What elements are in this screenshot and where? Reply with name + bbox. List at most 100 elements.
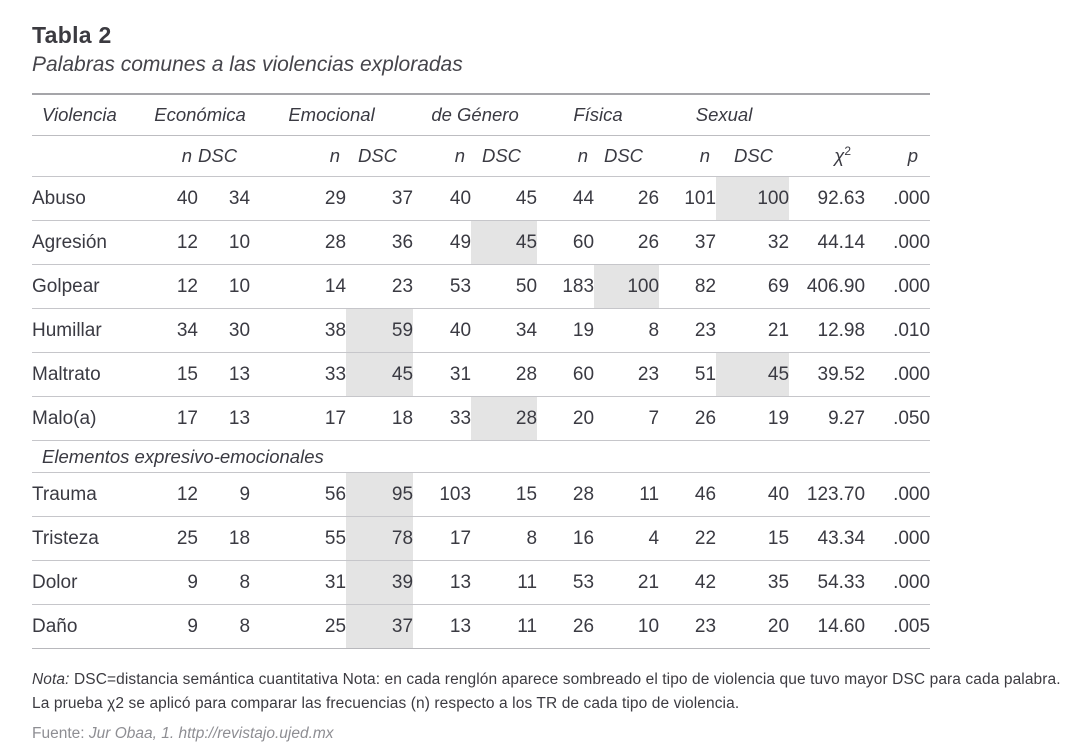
dsc-value: 32: [716, 220, 790, 265]
dsc-value: 36: [346, 220, 414, 265]
n-value: 9: [150, 604, 198, 649]
chi-squared-value: 92.63: [789, 176, 866, 221]
dsc-value: 26: [594, 220, 660, 265]
subheader-dsc-de-genero: DSC: [471, 135, 538, 177]
subheader-n-economica: n: [150, 135, 198, 177]
n-value: 12: [150, 264, 198, 309]
table-row: Malo(a) 17 13 17 18 33 28 20 7 26 19 9.27.050: [32, 396, 931, 441]
n-value: 103: [413, 472, 472, 517]
dsc-value: 50: [471, 264, 538, 309]
word-label: Maltrato: [32, 352, 150, 397]
n-value: 22: [659, 516, 717, 561]
column-header-violencia: Violencia: [42, 104, 117, 125]
chi-squared-value: 123.70: [789, 472, 866, 517]
subheader-n-emocional: n: [250, 135, 347, 177]
n-value: 40: [413, 308, 472, 353]
n-value: 15: [150, 352, 198, 397]
dsc-value-shaded: 45: [716, 352, 790, 397]
data-table: Violencia Económica Emocional de Género …: [32, 93, 931, 649]
column-group-sexual: Sexual: [695, 104, 753, 125]
p-value: .000: [865, 560, 931, 605]
word-label: Dolor: [32, 560, 150, 605]
chi-squared-value: 54.33: [789, 560, 866, 605]
subheader-chi-squared: χ2: [789, 135, 866, 177]
p-value: .005: [865, 604, 931, 649]
dsc-value: 15: [471, 472, 538, 517]
column-group-spacer-p: [865, 94, 930, 136]
p-value: .000: [865, 264, 931, 309]
dsc-value: 15: [716, 516, 790, 561]
chi-squared-value: 9.27: [789, 396, 866, 441]
p-value: .000: [865, 472, 931, 517]
source-line: Fuente: Jur Obaa, 1. http://revistajo.uj…: [32, 725, 1060, 743]
n-value: 26: [659, 396, 717, 441]
dsc-value-shaded: 78: [346, 516, 414, 561]
dsc-value: 13: [198, 352, 251, 397]
word-label: Daño: [32, 604, 150, 649]
p-value: .050: [865, 396, 931, 441]
p-value: .000: [865, 220, 931, 265]
column-group-spacer-chi2: [789, 94, 865, 136]
dsc-value: 35: [716, 560, 790, 605]
n-value: 29: [250, 176, 347, 221]
p-value: .000: [865, 352, 931, 397]
table-title: Tabla 2: [32, 22, 112, 48]
dsc-value: 28: [471, 352, 538, 397]
chi-squared-value: 44.14: [789, 220, 866, 265]
dsc-value: 8: [594, 308, 660, 353]
dsc-value: 18: [198, 516, 251, 561]
word-label: Golpear: [32, 264, 150, 309]
p-value: .000: [865, 516, 931, 561]
dsc-value: 18: [346, 396, 414, 441]
n-value: 44: [537, 176, 595, 221]
n-value: 46: [659, 472, 717, 517]
dsc-value: 40: [716, 472, 790, 517]
dsc-value: 37: [346, 176, 414, 221]
subheader-n-fisica: n: [537, 135, 595, 177]
dsc-value: 21: [716, 308, 790, 353]
dsc-value: 21: [594, 560, 660, 605]
dsc-value: 4: [594, 516, 660, 561]
chi-squared-value: 39.52: [789, 352, 866, 397]
source-label: Fuente:: [32, 725, 89, 742]
n-value: 17: [150, 396, 198, 441]
dsc-value-shaded: 95: [346, 472, 414, 517]
column-group-header-row: Violencia Económica Emocional de Género …: [32, 94, 930, 136]
n-value: 60: [537, 220, 595, 265]
dsc-value: 8: [471, 516, 538, 561]
n-value: 38: [250, 308, 347, 353]
dsc-value: 10: [594, 604, 660, 649]
n-value: 17: [250, 396, 347, 441]
dsc-value: 10: [198, 220, 251, 265]
n-value: 55: [250, 516, 347, 561]
dsc-value-shaded: 37: [346, 604, 414, 649]
n-value: 28: [537, 472, 595, 517]
dsc-value-shaded: 45: [346, 352, 414, 397]
n-value: 40: [150, 176, 198, 221]
n-value: 26: [537, 604, 595, 649]
table-row: Golpear 12 10 14 23 53 50 183 100 82 69 406.90.000: [32, 264, 931, 309]
n-value: 33: [250, 352, 347, 397]
word-label: Trauma: [32, 472, 150, 517]
subheader-dsc-sexual: DSC: [716, 135, 790, 177]
subheader-n-de-genero: n: [413, 135, 472, 177]
p-value: .000: [865, 176, 931, 221]
column-group-economica: Económica: [154, 104, 246, 125]
dsc-value: 13: [198, 396, 251, 441]
table-note: Nota: DSC=distancia semántica cuantitati…: [32, 668, 1062, 716]
n-value: 13: [413, 604, 472, 649]
chi-squared-value: 43.34: [789, 516, 866, 561]
n-value: 101: [659, 176, 717, 221]
table-subtitle: Palabras comunes a las violencias explor…: [32, 53, 463, 76]
n-value: 33: [413, 396, 472, 441]
n-value: 53: [413, 264, 472, 309]
n-value: 17: [413, 516, 472, 561]
section-label: Elementos expresivo-emocionales: [32, 440, 931, 473]
n-value: 49: [413, 220, 472, 265]
table-row: Tristeza 25 18 55 78 17 8 16 4 22 15 43.34.000: [32, 516, 931, 561]
word-label: Humillar: [32, 308, 150, 353]
n-value: 82: [659, 264, 717, 309]
subheader-p-value: p: [865, 135, 931, 177]
dsc-value: 30: [198, 308, 251, 353]
source-text: Jur Obaa, 1. http://revistajo.ujed.mx: [88, 725, 334, 742]
